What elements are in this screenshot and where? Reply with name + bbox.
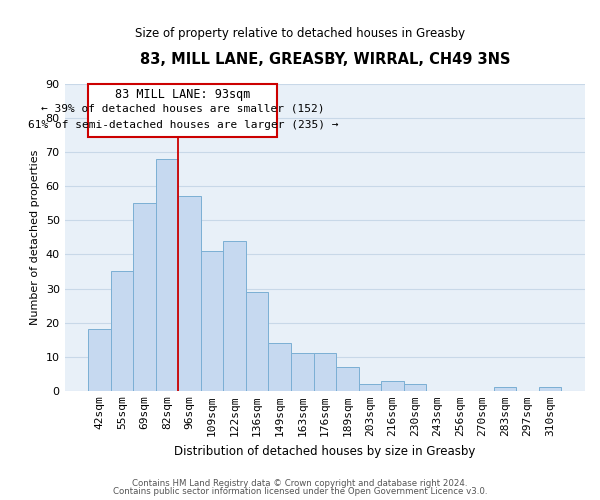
Bar: [314, 354, 336, 391]
Bar: [404, 384, 426, 391]
Bar: [201, 251, 223, 391]
Bar: [178, 196, 201, 391]
Bar: [133, 204, 156, 391]
Y-axis label: Number of detached properties: Number of detached properties: [30, 150, 40, 325]
Bar: [111, 272, 133, 391]
Bar: [88, 330, 111, 391]
Bar: [336, 367, 359, 391]
Text: ← 39% of detached houses are smaller (152): ← 39% of detached houses are smaller (15…: [41, 104, 325, 114]
Text: Contains public sector information licensed under the Open Government Licence v3: Contains public sector information licen…: [113, 487, 487, 496]
Bar: [494, 388, 516, 391]
Bar: [359, 384, 381, 391]
X-axis label: Distribution of detached houses by size in Greasby: Distribution of detached houses by size …: [174, 444, 475, 458]
Text: 83 MILL LANE: 93sqm: 83 MILL LANE: 93sqm: [115, 88, 251, 101]
Bar: [223, 241, 246, 391]
Bar: [246, 292, 268, 391]
Bar: [268, 343, 291, 391]
Bar: [291, 354, 314, 391]
Bar: [381, 380, 404, 391]
Text: Contains HM Land Registry data © Crown copyright and database right 2024.: Contains HM Land Registry data © Crown c…: [132, 478, 468, 488]
Bar: [539, 388, 562, 391]
Title: 83, MILL LANE, GREASBY, WIRRAL, CH49 3NS: 83, MILL LANE, GREASBY, WIRRAL, CH49 3NS: [140, 52, 510, 68]
Text: Size of property relative to detached houses in Greasby: Size of property relative to detached ho…: [135, 28, 465, 40]
Bar: [88, 84, 277, 137]
Text: 61% of semi-detached houses are larger (235) →: 61% of semi-detached houses are larger (…: [28, 120, 338, 130]
Bar: [156, 159, 178, 391]
